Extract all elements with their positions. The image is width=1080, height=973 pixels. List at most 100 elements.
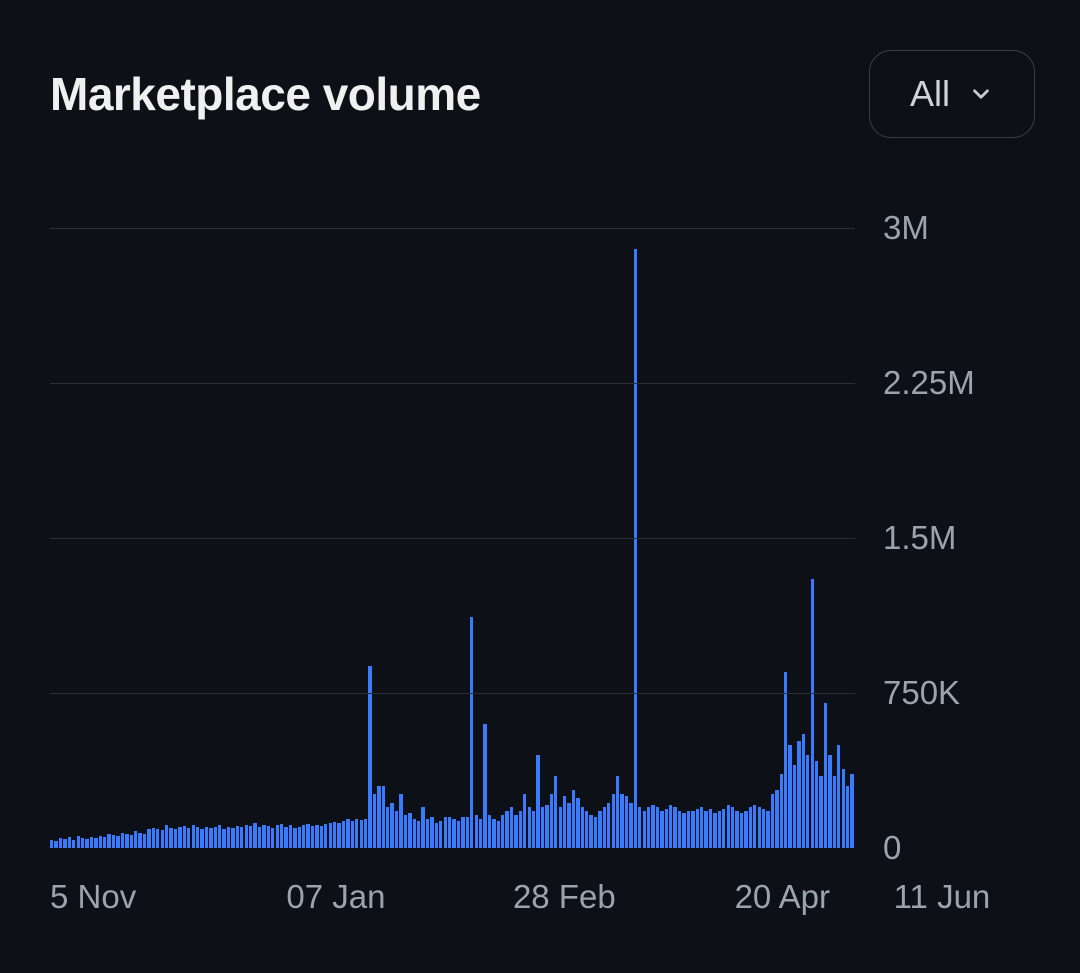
chart-bar xyxy=(788,745,791,848)
chart-bar xyxy=(253,823,256,848)
chart-bar xyxy=(240,827,243,848)
chart-bar xyxy=(227,827,230,848)
chart-bar xyxy=(559,807,562,848)
chart-bar xyxy=(687,811,690,848)
chart-bar xyxy=(404,815,407,848)
chart-bar xyxy=(780,774,783,848)
x-axis-label: 20 Apr xyxy=(735,878,830,916)
chart-bar xyxy=(435,823,438,848)
chart-bar xyxy=(656,807,659,848)
chart-bar xyxy=(735,811,738,848)
chart-bar xyxy=(284,827,287,848)
chart-bar xyxy=(333,822,336,848)
chart-bar xyxy=(187,828,190,848)
chart-bar xyxy=(497,821,500,848)
chart-x-axis: 5 Nov07 Jan28 Feb20 Apr11 Jun xyxy=(50,878,1035,923)
chart-bar xyxy=(426,819,429,848)
chart-bar xyxy=(99,836,102,848)
chart-bar xyxy=(200,829,203,848)
chart-bar xyxy=(293,828,296,848)
card-title: Marketplace volume xyxy=(50,67,481,121)
chart-bar xyxy=(514,815,517,848)
chart-bar xyxy=(567,803,570,848)
range-selector-label: All xyxy=(910,73,950,115)
chart-bar xyxy=(386,807,389,848)
chart-bar xyxy=(156,829,159,848)
chart-bar xyxy=(638,807,641,848)
chart-bar xyxy=(651,805,654,848)
chart-bar xyxy=(399,794,402,848)
chart-bar xyxy=(196,827,199,848)
chart-bar xyxy=(112,835,115,848)
chart-bar xyxy=(492,819,495,848)
chart-bar xyxy=(607,803,610,848)
chart-bar xyxy=(165,825,168,848)
chart-bar xyxy=(337,823,340,848)
chart-bar xyxy=(797,741,800,848)
range-selector[interactable]: All xyxy=(869,50,1035,138)
chart-bar xyxy=(704,811,707,848)
x-axis-label: 11 Jun xyxy=(894,878,991,916)
chart-bar xyxy=(54,841,57,848)
chart-gridline xyxy=(50,228,855,229)
chart-bar xyxy=(731,807,734,848)
chart-bar xyxy=(138,833,141,849)
chart-bar xyxy=(130,835,133,848)
chart-bar xyxy=(589,815,592,848)
chart-bar xyxy=(355,819,358,848)
chart-gridline xyxy=(50,538,855,539)
chart-bar xyxy=(262,825,265,848)
chart-bar xyxy=(691,811,694,848)
chart-bar xyxy=(346,819,349,848)
chart-bar xyxy=(276,825,279,848)
volume-chart: 0750K1.5M2.25M3M 5 Nov07 Jan28 Feb20 Apr… xyxy=(50,228,1035,923)
chart-bar xyxy=(245,825,248,848)
chart-bar xyxy=(236,826,239,848)
chart-bar xyxy=(77,836,80,848)
chart-bar xyxy=(620,794,623,848)
chart-bar xyxy=(766,811,769,848)
chart-bar xyxy=(771,794,774,848)
chart-bar xyxy=(85,839,88,848)
chart-bar xyxy=(470,617,473,848)
chart-bar xyxy=(90,837,93,848)
chevron-down-icon xyxy=(968,81,994,107)
chart-gridline xyxy=(50,693,855,694)
chart-bar xyxy=(523,794,526,848)
chart-bar xyxy=(169,828,172,848)
y-axis-label: 0 xyxy=(883,829,901,867)
chart-bar xyxy=(541,807,544,848)
chart-bar xyxy=(501,815,504,848)
chart-bar xyxy=(222,829,225,848)
chart-bar xyxy=(488,815,491,848)
chart-bar xyxy=(536,755,539,848)
chart-bar xyxy=(722,809,725,848)
chart-bar xyxy=(63,839,66,848)
chart-bar xyxy=(740,813,743,848)
chart-bar xyxy=(271,828,274,848)
chart-bar xyxy=(152,828,155,848)
chart-bar xyxy=(850,774,853,848)
chart-bar xyxy=(315,825,318,848)
chart-bar xyxy=(421,807,424,848)
chart-bar xyxy=(616,776,619,848)
chart-bar xyxy=(837,745,840,848)
chart-bar xyxy=(249,826,252,848)
chart-bar xyxy=(828,755,831,848)
chart-bar xyxy=(749,807,752,848)
chart-bar xyxy=(448,817,451,848)
x-axis-label: 5 Nov xyxy=(50,878,136,916)
chart-bar xyxy=(147,829,150,848)
chart-bar xyxy=(669,805,672,848)
y-axis-label: 3M xyxy=(883,209,929,247)
x-axis-label: 07 Jan xyxy=(286,878,385,916)
chart-bar xyxy=(408,813,411,848)
chart-bar xyxy=(727,805,730,848)
chart-bar xyxy=(806,755,809,848)
chart-bar xyxy=(231,828,234,848)
chart-bar xyxy=(107,834,110,848)
chart-bar xyxy=(413,819,416,848)
chart-bar xyxy=(815,761,818,848)
chart-bar xyxy=(753,805,756,848)
chart-bar xyxy=(364,819,367,848)
